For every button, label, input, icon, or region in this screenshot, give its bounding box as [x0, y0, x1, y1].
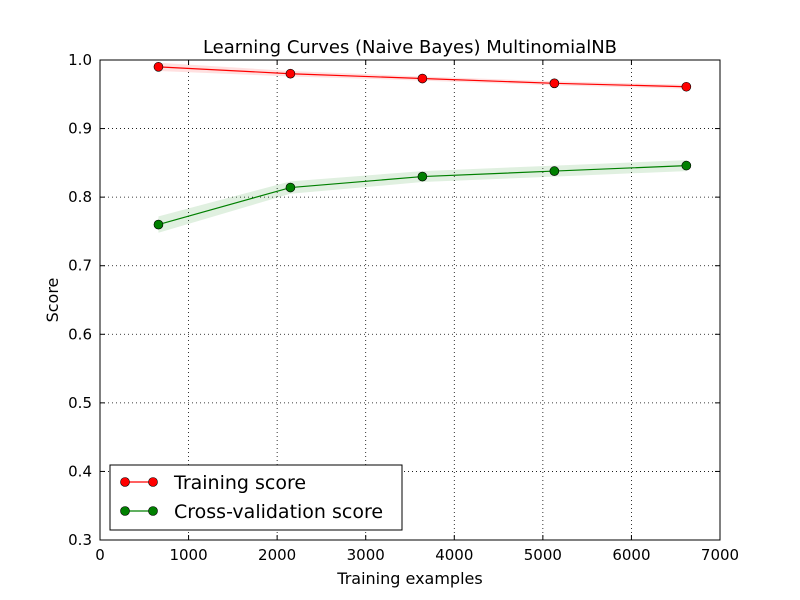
data-point: [681, 160, 692, 171]
y-tick-label: 0.4: [68, 462, 92, 480]
data-point: [681, 81, 692, 92]
chart-title: Learning Curves (Naive Bayes) Multinomia…: [203, 37, 617, 58]
y-tick-label: 1.0: [68, 51, 92, 69]
data-point: [549, 166, 560, 176]
data-point: [153, 219, 164, 230]
y-tick-label: 0.6: [68, 325, 92, 343]
y-tick-label: 0.7: [68, 257, 92, 275]
y-axis-label: Score: [43, 278, 62, 323]
x-tick-label: 5000: [524, 546, 562, 564]
x-tick-label: 3000: [347, 546, 385, 564]
data-point: [549, 78, 560, 89]
x-tick-label: 4000: [435, 546, 473, 564]
score-bands: [158, 62, 687, 233]
data-points: [153, 62, 692, 230]
data-point: [285, 68, 296, 79]
y-tick-label: 0.5: [68, 394, 92, 412]
legend-marker-training: [148, 477, 158, 487]
x-tick-label: 7000: [701, 546, 739, 564]
data-point: [285, 182, 296, 193]
x-axis-label: Training examples: [336, 569, 482, 588]
legend-label-cv: Cross-validation score: [174, 501, 383, 523]
data-point: [153, 62, 164, 72]
plot-frame: [99, 59, 721, 541]
x-tick-label: 1000: [169, 546, 207, 564]
x-tick-label: 0: [95, 546, 105, 564]
legend-marker-cv: [148, 506, 158, 516]
y-tick-labels: 0.3 0.4 0.5 0.6 0.7 0.8 0.9 1.0: [68, 51, 92, 549]
axis-ticks: [99, 59, 721, 541]
x-tick-label: 6000: [612, 546, 650, 564]
legend-marker-training: [120, 477, 130, 487]
y-tick-label: 0.3: [68, 531, 92, 549]
legend: Training score Cross-validation score: [109, 464, 403, 531]
x-tick-label: 2000: [258, 546, 296, 564]
score-band-1: [158, 160, 687, 233]
data-point: [417, 171, 428, 182]
grid-lines: [99, 59, 721, 541]
y-tick-label: 0.9: [68, 120, 92, 138]
y-tick-label: 0.8: [68, 188, 92, 206]
data-point: [417, 73, 428, 84]
legend-box: [109, 464, 403, 531]
x-tick-labels: 0 1000 2000 3000 4000 5000 6000 7000: [95, 546, 739, 564]
legend-label-training: Training score: [173, 472, 306, 494]
legend-marker-cv: [120, 506, 130, 516]
